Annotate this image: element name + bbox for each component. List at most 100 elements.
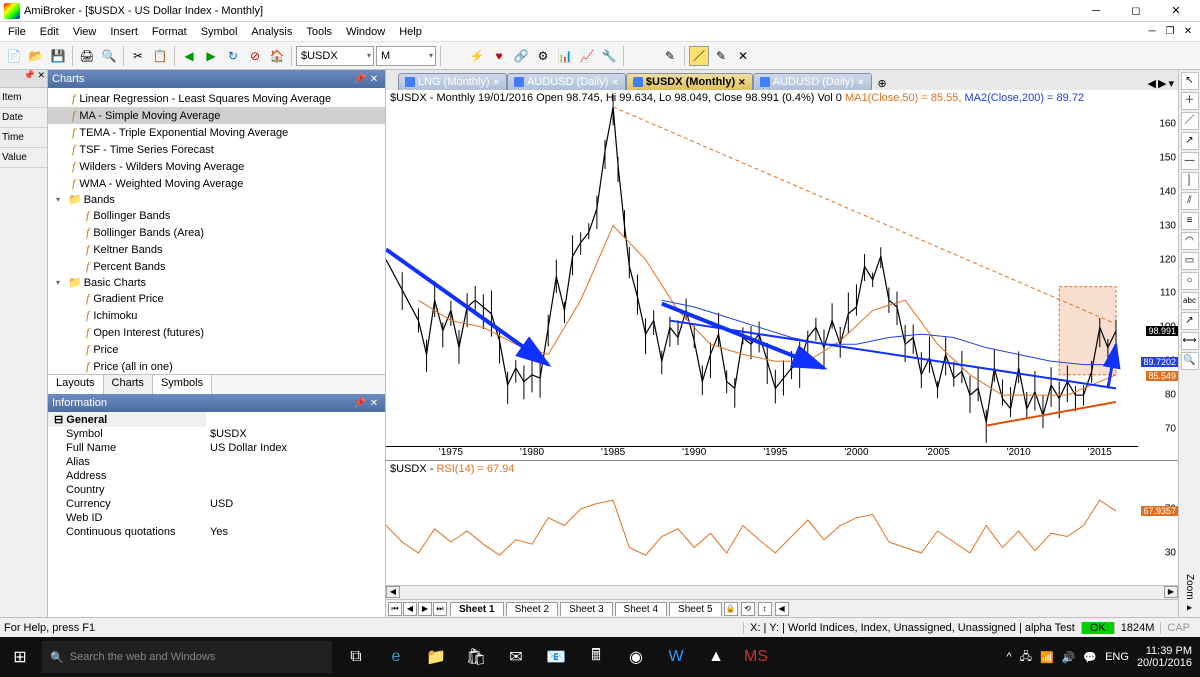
tray-net-icon[interactable]: 🖧 bbox=[1020, 648, 1032, 667]
calc-icon[interactable]: 🖩 bbox=[576, 637, 616, 677]
tray-vol-icon[interactable]: 🔊 bbox=[1062, 651, 1076, 664]
sheet-tool-icon[interactable]: ↕ bbox=[758, 602, 772, 616]
amibroker-icon[interactable]: ▲ bbox=[696, 637, 736, 677]
tree-item[interactable]: fPrice bbox=[48, 341, 385, 358]
chart-tab[interactable]: LNG (Monthly)✕ bbox=[398, 73, 507, 90]
sheet-next-icon[interactable]: ▶ bbox=[418, 602, 432, 616]
start-button[interactable]: ⊞ bbox=[0, 637, 40, 677]
datatab-date[interactable]: Date bbox=[0, 108, 47, 128]
sheet-tab[interactable]: Sheet 2 bbox=[506, 602, 558, 616]
add-tab-icon[interactable]: ⊕ bbox=[878, 77, 887, 90]
menu-format[interactable]: Format bbox=[152, 26, 187, 38]
tree-item[interactable]: fMA - Simple Moving Average bbox=[48, 107, 385, 124]
rt-zoom-icon[interactable]: 🔍 bbox=[1181, 352, 1199, 370]
menu-view[interactable]: View bbox=[73, 26, 97, 38]
sheet-tab[interactable]: Sheet 4 bbox=[615, 602, 667, 616]
tree-item[interactable]: fLinear Regression - Least Squares Movin… bbox=[48, 90, 385, 107]
mail-icon[interactable]: ✉ bbox=[496, 637, 536, 677]
tool4-icon[interactable]: ⚙ bbox=[533, 46, 553, 66]
tree-item[interactable]: fBollinger Bands (Area) bbox=[48, 224, 385, 241]
sheet-tab[interactable]: Sheet 1 bbox=[450, 602, 504, 616]
pin-icon[interactable]: 📌 bbox=[353, 74, 367, 85]
tool5-icon[interactable]: 📊 bbox=[555, 46, 575, 66]
datatab-item[interactable]: Item bbox=[0, 88, 47, 108]
menu-window[interactable]: Window bbox=[346, 26, 385, 38]
tree-item[interactable]: fGradient Price bbox=[48, 290, 385, 307]
tree-item[interactable]: fTEMA - Triple Exponential Moving Averag… bbox=[48, 124, 385, 141]
datatab-time[interactable]: Time bbox=[0, 128, 47, 148]
tree-item[interactable]: fWilders - Wilders Moving Average bbox=[48, 158, 385, 175]
sheet-first-icon[interactable]: ⏮ bbox=[388, 602, 402, 616]
tool3-icon[interactable]: 🔗 bbox=[511, 46, 531, 66]
tool7-icon[interactable]: 🔧 bbox=[599, 46, 619, 66]
info-close-icon[interactable]: ✕ bbox=[367, 398, 381, 409]
infotab-symbols[interactable]: Symbols bbox=[153, 375, 212, 394]
tray-up-icon[interactable]: ^ bbox=[1007, 651, 1012, 663]
home-icon[interactable]: 🏠 bbox=[267, 46, 287, 66]
panel-close-icon[interactable]: ✕ bbox=[367, 74, 381, 85]
rt-vline-icon[interactable]: │ bbox=[1181, 172, 1199, 190]
chart-tab[interactable]: $USDX (Monthly)✕ bbox=[626, 73, 753, 90]
app-icon[interactable]: MS bbox=[736, 637, 776, 677]
sheet-tab[interactable]: Sheet 5 bbox=[669, 602, 721, 616]
hscrollbar[interactable]: ◀ ▶ bbox=[386, 585, 1178, 599]
infotab-charts[interactable]: Charts bbox=[104, 375, 153, 394]
print-icon[interactable]: 🖨 bbox=[77, 46, 97, 66]
rt-arrow-icon[interactable]: ↗ bbox=[1181, 312, 1199, 330]
cut-icon[interactable]: ✂ bbox=[128, 46, 148, 66]
refresh-icon[interactable]: ↻ bbox=[223, 46, 243, 66]
rt-fib-icon[interactable]: ≡ bbox=[1181, 212, 1199, 230]
minimize-button[interactable]: ─ bbox=[1076, 1, 1116, 21]
maximize-button[interactable]: ◻ bbox=[1116, 1, 1156, 21]
rt-channel-icon[interactable]: ⫽ bbox=[1181, 192, 1199, 210]
tree-item[interactable]: fKeltner Bands bbox=[48, 241, 385, 258]
interval-combo[interactable]: M bbox=[376, 46, 436, 66]
draw2-icon[interactable]: ／ bbox=[689, 46, 709, 66]
back-icon[interactable]: ◀ bbox=[179, 46, 199, 66]
menu-insert[interactable]: Insert bbox=[110, 26, 138, 38]
tree-item[interactable]: fBollinger Bands bbox=[48, 207, 385, 224]
taskview-icon[interactable]: ⧉ bbox=[336, 637, 376, 677]
mdi-minimize-icon[interactable]: ─ bbox=[1144, 26, 1160, 37]
sheet-tool-icon[interactable]: ⟲ bbox=[741, 602, 755, 616]
tree-item[interactable]: fOpen Interest (futures) bbox=[48, 324, 385, 341]
sheet-last-icon[interactable]: ⏭ bbox=[433, 602, 447, 616]
tray-clock[interactable]: 11:39 PM20/01/2016 bbox=[1137, 645, 1192, 669]
sheet-tool-icon[interactable]: ◀ bbox=[775, 602, 789, 616]
tray-wifi-icon[interactable]: 📶 bbox=[1040, 651, 1054, 664]
save-icon[interactable]: 💾 bbox=[48, 46, 68, 66]
draw1-icon[interactable]: ✎ bbox=[660, 46, 680, 66]
rt-cross-icon[interactable]: ＋ bbox=[1181, 92, 1199, 110]
explorer-icon[interactable]: 📁 bbox=[416, 637, 456, 677]
tab-nav[interactable]: ◀▶▾ bbox=[1148, 77, 1178, 90]
rt-rect-icon[interactable]: ▭ bbox=[1181, 252, 1199, 270]
sheet-tab[interactable]: Sheet 3 bbox=[560, 602, 612, 616]
menu-edit[interactable]: Edit bbox=[40, 26, 59, 38]
menu-symbol[interactable]: Symbol bbox=[201, 26, 238, 38]
outlook-icon[interactable]: 📧 bbox=[536, 637, 576, 677]
tree-item[interactable]: fPrice (all in one) bbox=[48, 358, 385, 374]
copy-icon[interactable]: 📋 bbox=[150, 46, 170, 66]
chrome-icon[interactable]: ◉ bbox=[616, 637, 656, 677]
tree-folder[interactable]: ▾📁Basic Charts bbox=[48, 275, 385, 290]
rt-line-icon[interactable]: ／ bbox=[1181, 112, 1199, 130]
edge-icon[interactable]: e bbox=[376, 637, 416, 677]
stop-icon[interactable]: ⊘ bbox=[245, 46, 265, 66]
menu-analysis[interactable]: Analysis bbox=[251, 26, 292, 38]
tree-item[interactable]: fWMA - Weighted Moving Average bbox=[48, 175, 385, 192]
rt-arc-icon[interactable]: ◠ bbox=[1181, 232, 1199, 250]
rt-cursor-icon[interactable]: ↖ bbox=[1181, 72, 1199, 90]
rt-text-icon[interactable]: abc bbox=[1181, 292, 1199, 310]
taskbar-search[interactable]: 🔍 Search the web and Windows bbox=[42, 641, 332, 673]
menu-file[interactable]: File bbox=[8, 26, 26, 38]
sheet-prev-icon[interactable]: ◀ bbox=[403, 602, 417, 616]
tray-msg-icon[interactable]: 💬 bbox=[1083, 651, 1097, 664]
rsi-pane[interactable]: $USDX - RSI(14) = 67.94 703067.9357 bbox=[386, 460, 1178, 585]
tool6-icon[interactable]: 📈 bbox=[577, 46, 597, 66]
infotab-layouts[interactable]: Layouts bbox=[48, 375, 104, 394]
tree-item[interactable]: fIchimoku bbox=[48, 307, 385, 324]
tree-item[interactable]: fTSF - Time Series Forecast bbox=[48, 141, 385, 158]
tool2-icon[interactable]: ♥ bbox=[489, 46, 509, 66]
menu-tools[interactable]: Tools bbox=[306, 26, 332, 38]
rt-hline-icon[interactable]: — bbox=[1181, 152, 1199, 170]
